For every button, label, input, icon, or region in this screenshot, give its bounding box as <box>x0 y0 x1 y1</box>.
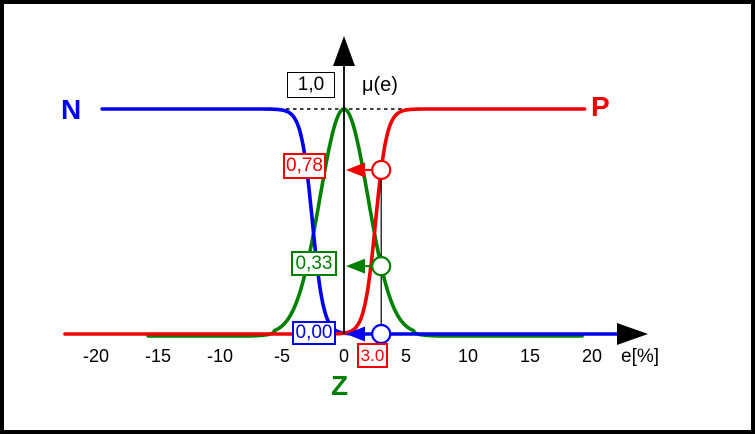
x-tick-label: -15 <box>144 346 171 366</box>
x-tick-label: 0 <box>338 346 349 366</box>
x-axis-title: e[%] <box>621 346 660 367</box>
curve-N <box>100 107 623 336</box>
series-label-Z: Z <box>331 370 349 401</box>
series-label-P: P <box>591 91 610 122</box>
y-axis-title: μ(e) <box>362 74 398 96</box>
x-tick-label: -10 <box>206 346 233 366</box>
x-tick-label: 5 <box>400 346 411 366</box>
membership-value-box-N: 0,00 <box>292 321 336 345</box>
x-tick-label: 10 <box>457 346 479 366</box>
curve-Z <box>146 107 584 338</box>
membership-arrow-Z <box>346 258 365 274</box>
membership-marker-N <box>371 323 392 345</box>
x-tick-label: 20 <box>581 346 603 366</box>
membership-value-box-Z: 0,33 <box>291 251 337 276</box>
membership-value-box-P: 0,78 <box>283 153 326 179</box>
y-axis-arrowhead <box>333 36 355 66</box>
membership-arrow-N <box>346 326 365 342</box>
input-value-box: 3.0 <box>357 343 388 368</box>
x-tick-label: -20 <box>82 346 109 366</box>
membership-arrow-P <box>346 162 365 178</box>
series-label-N: N <box>61 94 82 125</box>
reference-value-box: 1,0 <box>287 72 335 98</box>
x-tick-label: 15 <box>519 346 541 366</box>
curve-P <box>63 107 587 336</box>
membership-marker-P <box>371 159 392 181</box>
membership-marker-Z <box>371 256 392 277</box>
x-tick-label: -5 <box>273 346 290 366</box>
x-axis-arrowhead <box>617 323 648 345</box>
